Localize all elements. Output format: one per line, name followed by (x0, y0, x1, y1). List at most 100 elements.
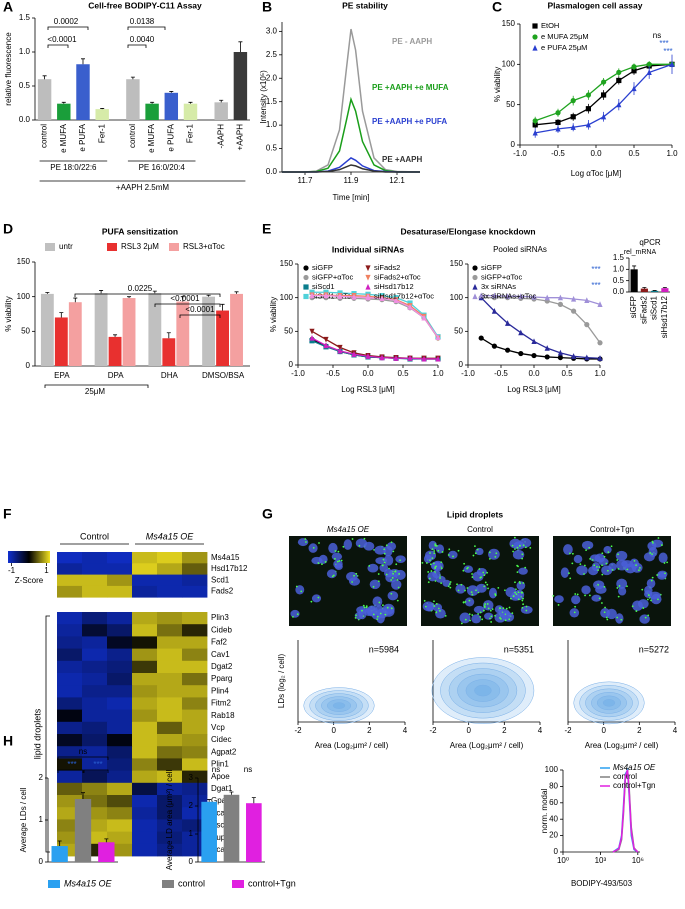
heatmap-cell (182, 782, 208, 796)
marker (531, 338, 537, 345)
lipid-droplet (463, 562, 466, 565)
density-contour (303, 687, 375, 724)
heatmap-cell (82, 552, 108, 564)
y-tick-label: 3 (189, 773, 194, 782)
heatmap-cell (82, 636, 108, 649)
lipid-droplet (342, 545, 345, 548)
lipid-droplet (516, 564, 519, 567)
cell-nucleus (311, 556, 323, 565)
lipid-droplet (449, 586, 452, 589)
marker (601, 92, 607, 98)
lipid-droplet (574, 605, 577, 608)
heatmap-cell (132, 721, 158, 735)
lipid-droplet (424, 605, 427, 608)
cell-nucleus (646, 578, 656, 589)
y-tick-label: 100 (502, 59, 516, 68)
x-tick-label: -0.5 (326, 369, 340, 378)
marker (597, 355, 603, 361)
lipid-droplet (312, 546, 315, 549)
heatmap-cell (132, 746, 158, 759)
lipid-droplet (457, 589, 460, 592)
row-label: Acat2 (211, 808, 232, 817)
x-tick-label: 1.0 (594, 369, 606, 378)
lipid-droplet (579, 563, 582, 566)
error-bar (642, 287, 647, 289)
image-title: Ms4a15 OE (327, 525, 370, 534)
lipid-droplet (476, 548, 479, 551)
heatmap-cell (132, 734, 158, 747)
y-tick-label: 0 (26, 361, 31, 370)
error-bar (73, 297, 78, 303)
lipid-droplet (529, 546, 532, 549)
significance-bracket (127, 44, 147, 48)
density-contour (457, 673, 509, 708)
x-axis-label: Log RSL3 [μM] (507, 385, 561, 394)
bar (661, 288, 669, 292)
lipid-droplet (637, 569, 640, 572)
heatmap-cell (157, 831, 183, 845)
heatmap-cell (82, 721, 108, 735)
heatmap-cell (57, 782, 83, 796)
cell-nucleus (464, 597, 475, 607)
lipid-droplet (464, 618, 467, 621)
bar (176, 301, 190, 366)
legend-label: control+Tgn (248, 878, 296, 888)
lipid-droplet (651, 553, 653, 555)
bar (57, 103, 71, 120)
marker (585, 106, 591, 112)
lipid-droplet (604, 606, 606, 609)
heatmap-cell (132, 563, 158, 575)
heatmap-cell (132, 697, 158, 710)
significance-bracket (154, 303, 221, 307)
lipid-droplet (438, 609, 441, 612)
cell-nucleus (475, 547, 484, 556)
lipid-droplet (334, 550, 337, 552)
annotation: *** (663, 47, 672, 56)
density-contour (321, 696, 357, 715)
lipid-droplet (331, 575, 334, 578)
fit-curve (311, 337, 438, 360)
lipid-droplet (583, 564, 586, 567)
error-bar (104, 838, 109, 843)
bar (230, 293, 243, 366)
legend-marker (532, 34, 538, 40)
lipid-droplet (318, 542, 320, 544)
lipid-droplet (626, 585, 628, 588)
lipid-droplet (435, 611, 438, 614)
cell-nucleus (387, 591, 399, 601)
significance-bracket (74, 293, 221, 297)
bar (246, 803, 262, 862)
cell-nucleus (505, 586, 517, 598)
bar (37, 79, 52, 120)
chart-title: Individual siRNAs (332, 244, 405, 254)
legend-swatch (169, 243, 179, 251)
annotation: *** (591, 265, 600, 274)
error-bar (45, 292, 50, 294)
lipid-droplet (620, 618, 623, 621)
heatmap-cell (107, 734, 133, 747)
legend-label: Ms4a15 OE (64, 878, 113, 888)
x-tick-label: 11.7 (298, 176, 314, 185)
marker (585, 92, 592, 98)
marker (570, 114, 576, 120)
lipid-droplet (518, 581, 521, 583)
heatmap-cell (57, 746, 83, 759)
lipid-droplet (310, 600, 313, 603)
lipid-droplet (377, 573, 380, 575)
lipid-droplet (440, 582, 443, 585)
heatmap-cell (82, 660, 108, 674)
marker (646, 69, 652, 75)
marker (555, 125, 561, 132)
lipid-droplet (522, 603, 524, 606)
marker (309, 338, 315, 344)
lipid-droplet (573, 611, 576, 614)
lipid-droplet (464, 589, 466, 592)
heatmap-cell (107, 770, 133, 784)
lipid-droplet (434, 567, 436, 570)
lipid-droplet (440, 561, 443, 564)
marker (365, 353, 371, 359)
group-label: +AAPH 2.5mM (116, 183, 169, 192)
bar (126, 79, 140, 120)
heatmap-cell (157, 770, 183, 784)
y-tick-label: 0.0 (19, 115, 31, 124)
